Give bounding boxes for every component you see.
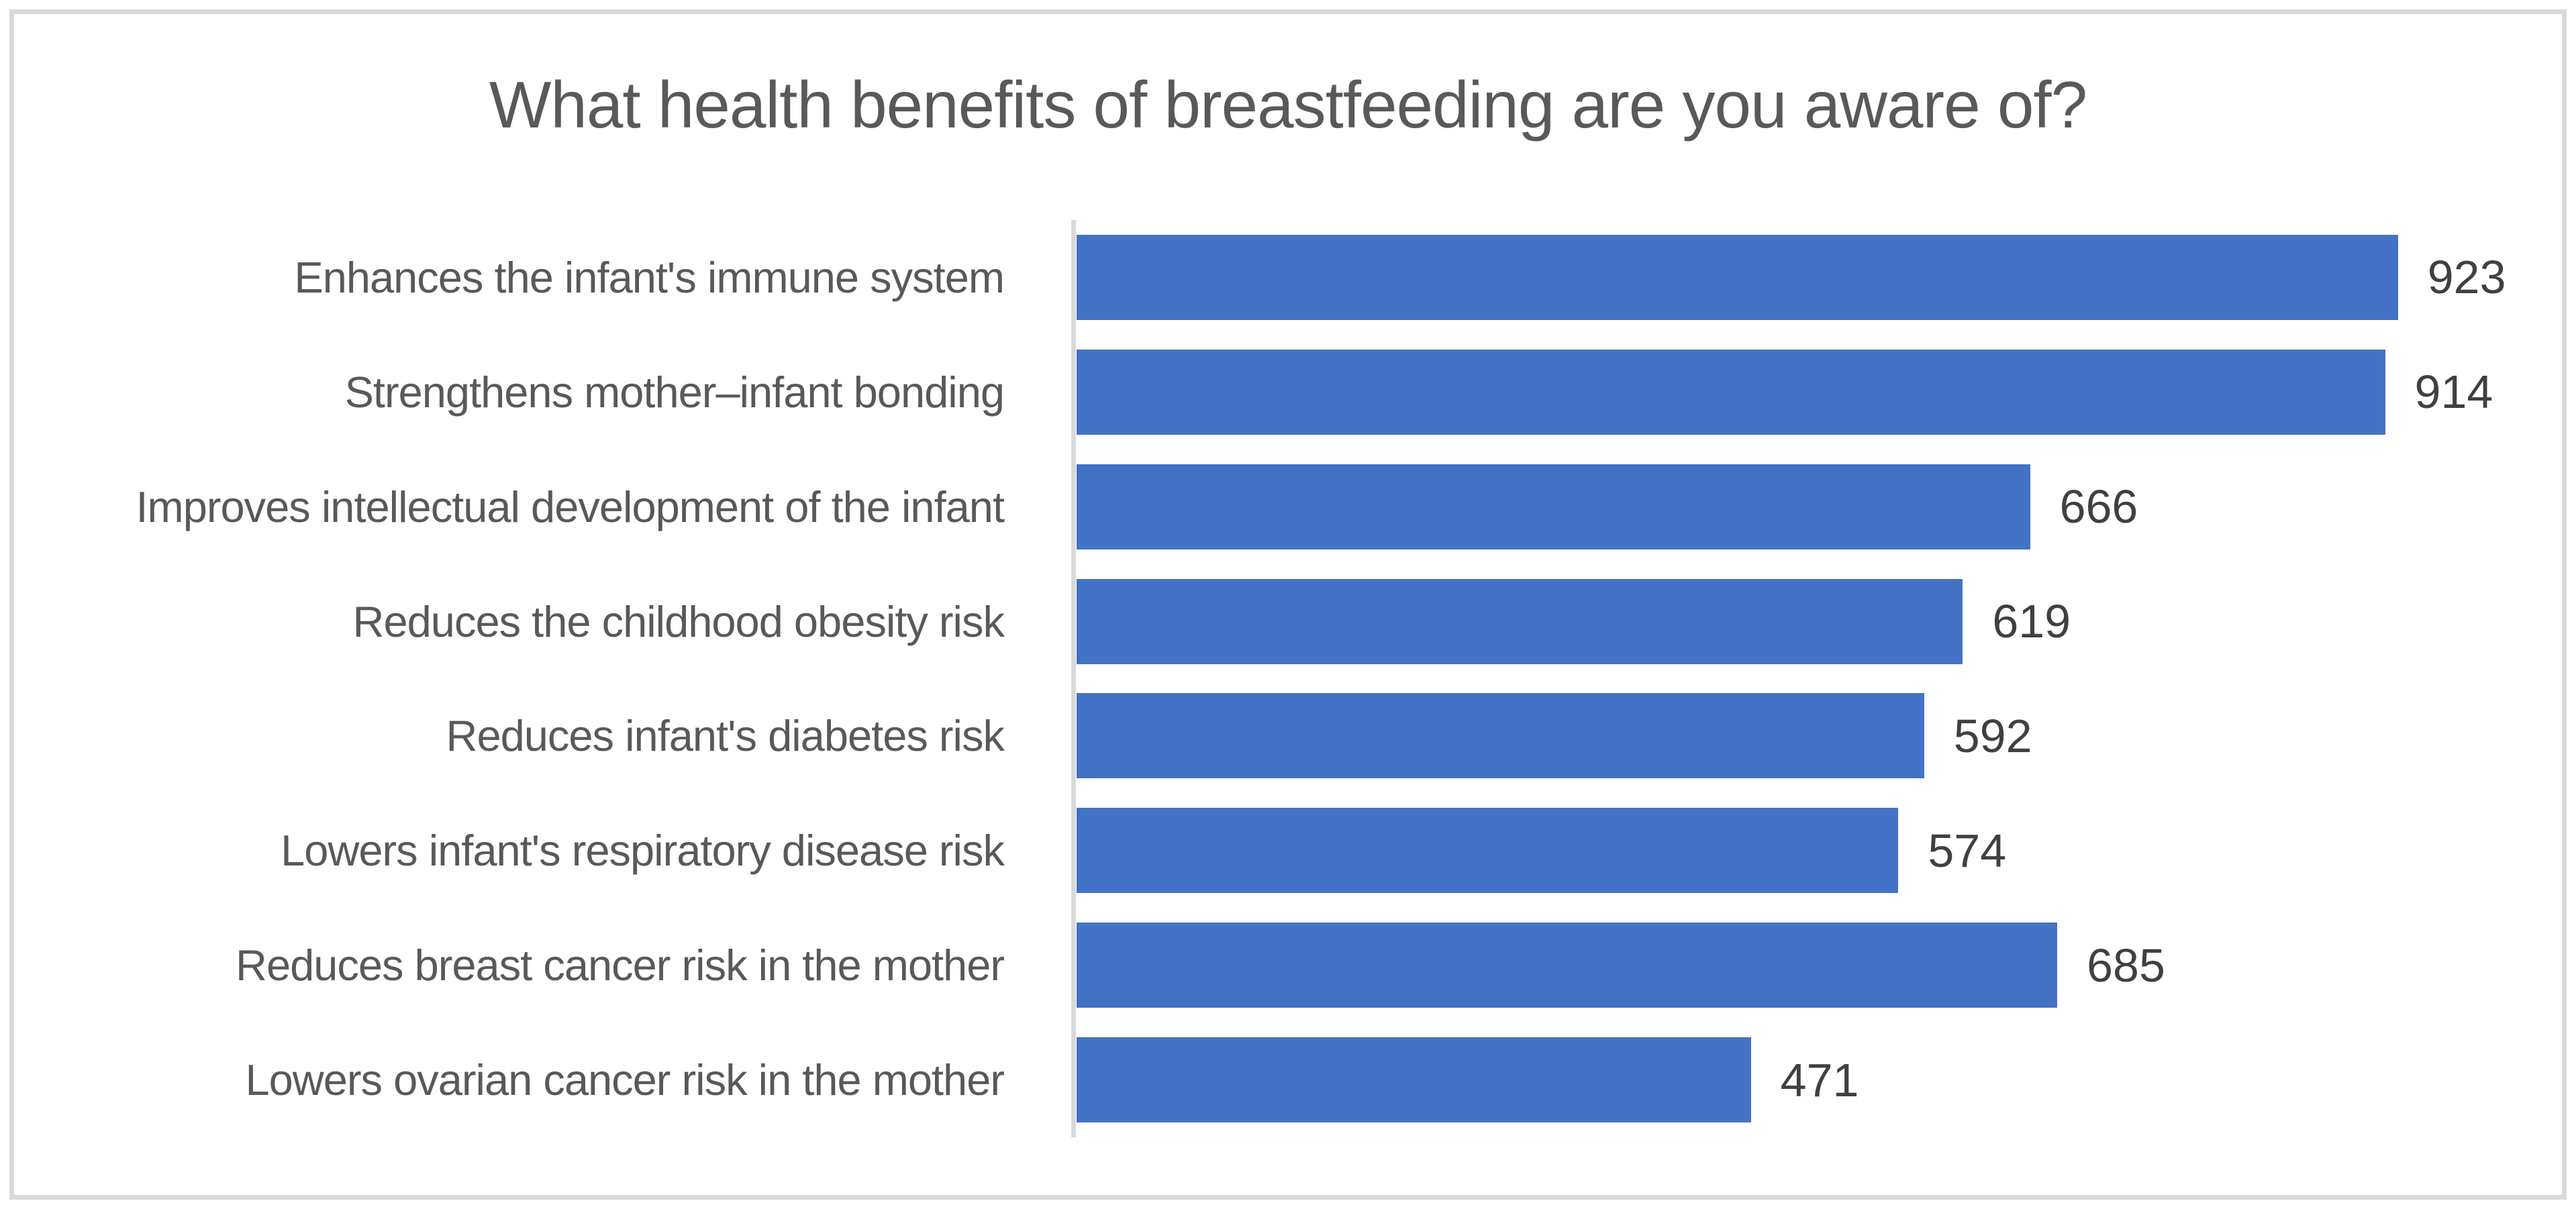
bar [1077,808,1899,894]
bar-track: 666 [1077,450,2508,564]
bar [1077,234,2398,320]
bar-track: 923 [1077,220,2508,335]
bar [1077,923,2058,1008]
category-label: Reduces the childhood obesity risk [352,596,1005,646]
category-label: Enhances the infant's immune system [294,252,1005,302]
value-label: 666 [2059,480,2138,533]
bar-row: Reduces breast cancer risk in the mother… [0,908,2576,1022]
bar-row: Reduces infant's diabetes risk 592 [0,679,2576,794]
plot-area: Enhances the infant's immune system 923 … [0,220,2576,1137]
chart-title: What health benefits of breastfeeding ar… [489,68,2087,142]
category-label: Improves intellectual development of the… [136,482,1005,531]
bar-row: Improves intellectual development of the… [0,450,2576,564]
category-label: Reduces breast cancer risk in the mother [236,941,1005,990]
category-label: Reduces infant's diabetes risk [446,711,1005,761]
bar-row: Lowers infant's respiratory disease risk… [0,793,2576,908]
bar [1077,1037,1751,1123]
category-label: Strengthens mother–infant bonding [344,367,1005,417]
value-label: 923 [2427,251,2506,304]
category-label: Lowers infant's respiratory disease risk [281,826,1005,876]
value-label: 619 [1992,595,2071,648]
value-label: 574 [1928,824,2007,877]
value-label: 914 [2414,366,2493,419]
bar-row: Strengthens mother–infant bonding 914 [0,335,2576,450]
bar-track: 619 [1077,564,2508,679]
bar [1077,578,1963,664]
bar-row: Lowers ovarian cancer risk in the mother… [0,1022,2576,1137]
value-label: 685 [2087,939,2165,992]
bar-track: 471 [1077,1022,2508,1137]
bar-row: Reduces the childhood obesity risk 619 [0,564,2576,679]
bar-track: 592 [1077,679,2508,794]
y-axis-line [1071,220,1076,1137]
bar-row: Enhances the infant's immune system 923 [0,220,2576,335]
bar [1077,693,1924,779]
value-label: 471 [1780,1053,1859,1106]
value-label: 592 [1953,709,2032,762]
bar-track: 914 [1077,335,2508,450]
bar-track: 574 [1077,793,2508,908]
bar-track: 685 [1077,908,2508,1022]
bar [1077,349,2385,435]
bar [1077,464,2030,549]
category-label: Lowers ovarian cancer risk in the mother [245,1055,1005,1105]
